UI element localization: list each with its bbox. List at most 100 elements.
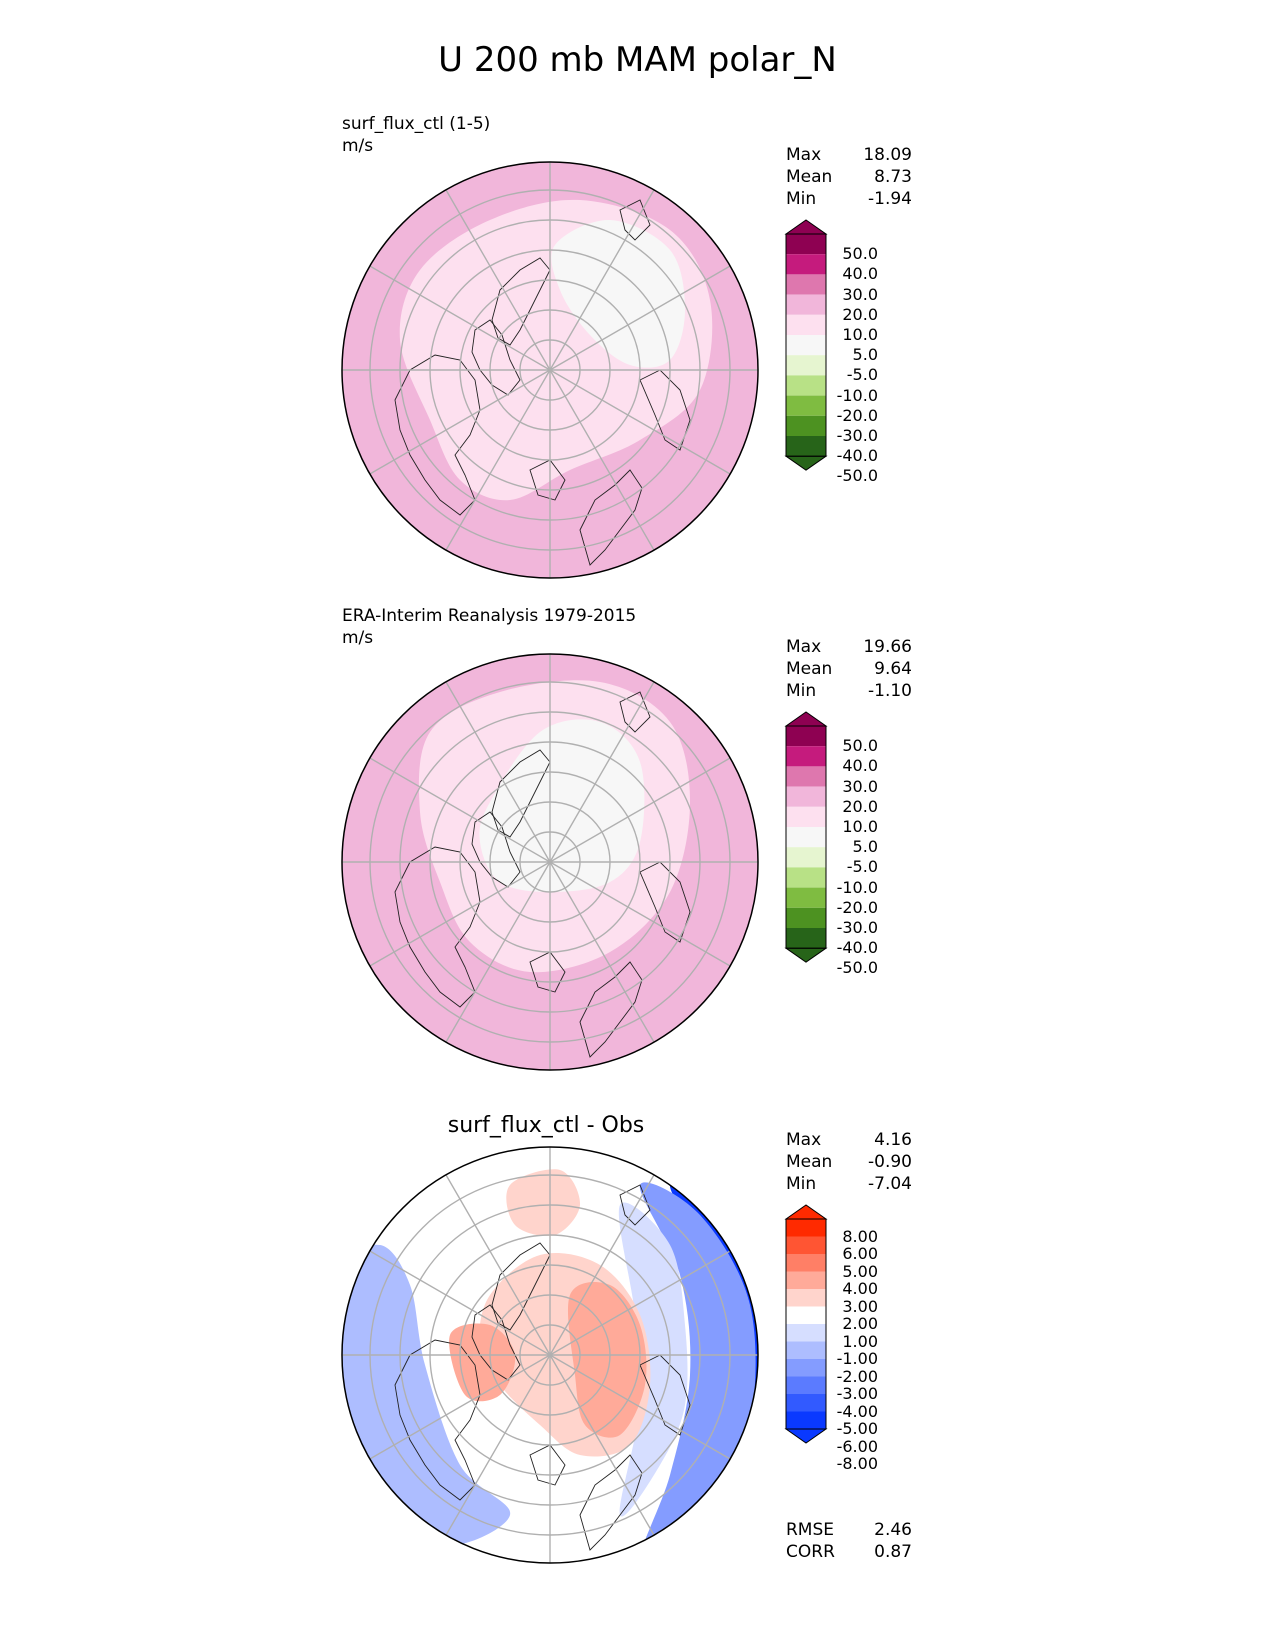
colorbar-tick-label: -40.0 bbox=[836, 938, 878, 958]
coastline bbox=[619, 1184, 651, 1226]
meridian-line bbox=[549, 1174, 655, 1356]
coastline bbox=[491, 257, 551, 346]
colorbar-segment bbox=[786, 355, 826, 376]
colorbar-tick-label: -5.0 bbox=[846, 365, 878, 385]
colorbar-frame bbox=[785, 1218, 827, 1430]
panel-3-colorbar bbox=[784, 1204, 828, 1444]
meridian-line bbox=[549, 265, 731, 371]
meridian-line bbox=[369, 757, 551, 863]
colorbar-segment bbox=[786, 254, 826, 275]
coastline bbox=[471, 811, 521, 888]
map-boundary bbox=[341, 653, 759, 1071]
figure-title: U 200 mb MAM polar_N bbox=[438, 40, 837, 80]
colorbar-segment bbox=[786, 1324, 826, 1342]
colorbar-segment bbox=[786, 335, 826, 356]
colorbar-segment bbox=[786, 436, 826, 457]
meridian-line bbox=[549, 1250, 731, 1356]
meridian-line bbox=[369, 265, 551, 371]
coastline bbox=[579, 961, 643, 1058]
map-boundary bbox=[341, 1146, 759, 1564]
meridian-line bbox=[369, 1250, 551, 1356]
stat-value-min: -1.10 bbox=[868, 681, 912, 701]
colorbar-segment bbox=[786, 907, 826, 928]
colorbar-segment bbox=[786, 314, 826, 335]
meridian-line bbox=[445, 189, 551, 371]
stat-label-min: Min bbox=[786, 681, 817, 701]
colorbar-segment bbox=[786, 786, 826, 807]
colorbar-frame bbox=[785, 725, 827, 949]
stat-value-min: -1.94 bbox=[868, 189, 912, 209]
colorbar-tick-label: 30.0 bbox=[842, 776, 878, 796]
coastline bbox=[471, 1304, 521, 1381]
colorbar-segment bbox=[786, 887, 826, 908]
meridian-line bbox=[549, 369, 655, 551]
colorbar-tick-label: -3.00 bbox=[836, 1384, 878, 1403]
panel-3-polar-map bbox=[341, 1146, 759, 1564]
stat-value-mean: -0.90 bbox=[868, 1152, 912, 1172]
colorbar-segment bbox=[786, 1289, 826, 1307]
stat-label-mean: Mean bbox=[786, 167, 833, 187]
coastline bbox=[394, 354, 481, 516]
meridian-line bbox=[445, 369, 551, 551]
coastline bbox=[491, 1242, 551, 1331]
colorbar-tick-label: 5.00 bbox=[842, 1261, 878, 1281]
colorbar-segment bbox=[786, 1254, 826, 1272]
colorbar-tick-label: -20.0 bbox=[836, 897, 878, 917]
field-contour bbox=[342, 1244, 511, 1546]
colorbar-tick-label: 10.0 bbox=[842, 325, 878, 344]
meridian-line bbox=[549, 757, 731, 863]
meridian-line bbox=[369, 861, 551, 967]
meridian-line bbox=[549, 681, 655, 863]
colorbar-tick-label: 50.0 bbox=[842, 736, 878, 756]
colorbar-tick-label: 20.0 bbox=[842, 796, 878, 816]
colorbar-tick-label: 40.0 bbox=[842, 756, 878, 776]
colorbar-tick-label: 8.00 bbox=[842, 1226, 878, 1246]
meridian-line bbox=[369, 369, 551, 475]
panel-3-title: surf_flux_ctl - Obs bbox=[447, 1113, 645, 1138]
colorbar-tick-label: -20.0 bbox=[836, 405, 878, 425]
colorbar-tick-label: 50.0 bbox=[842, 244, 878, 264]
colorbar-frame bbox=[785, 233, 827, 457]
colorbar-tick-label: -6.00 bbox=[836, 1436, 878, 1456]
colorbar-segment bbox=[786, 1394, 826, 1412]
panel-1-colorbar bbox=[784, 219, 828, 471]
coastline bbox=[619, 199, 651, 241]
map-field bbox=[342, 654, 758, 1070]
panel-2-units: m/s bbox=[342, 628, 374, 648]
colorbar-segment bbox=[786, 1236, 826, 1254]
colorbar-extend-top bbox=[784, 219, 828, 235]
stat-label-min: Min bbox=[786, 1174, 817, 1194]
colorbar-segment bbox=[786, 294, 826, 315]
stat-value-rmse: 2.46 bbox=[874, 1520, 912, 1540]
stat-value-max: 19.66 bbox=[863, 637, 912, 657]
meridian-line bbox=[549, 1354, 655, 1536]
map-boundary bbox=[341, 161, 759, 579]
coastline bbox=[471, 319, 521, 396]
panel-1-title: surf_flux_ctl (1-5) bbox=[342, 114, 491, 134]
meridian-line bbox=[549, 861, 731, 967]
meridian-line bbox=[549, 189, 655, 371]
stat-label-corr: CORR bbox=[786, 1542, 835, 1562]
coastline bbox=[491, 749, 551, 838]
colorbar-segment bbox=[786, 867, 826, 888]
stat-value-max: 4.16 bbox=[874, 1130, 912, 1150]
coastline bbox=[579, 1454, 643, 1551]
field-contour bbox=[449, 1323, 516, 1402]
field-contour bbox=[506, 1169, 581, 1237]
colorbar-tick-label: -8.00 bbox=[836, 1454, 878, 1473]
colorbar-segment bbox=[786, 928, 826, 949]
colorbar-tick-label: -30.0 bbox=[836, 918, 878, 937]
stat-label-max: Max bbox=[786, 637, 822, 657]
coastline bbox=[394, 846, 481, 1008]
meridian-line bbox=[445, 861, 551, 1043]
colorbar-tick-label: 40.0 bbox=[842, 264, 878, 284]
colorbar-segment bbox=[786, 1306, 826, 1324]
colorbar-tick-label: -50.0 bbox=[836, 466, 878, 486]
panel-2-polar-map bbox=[341, 653, 759, 1071]
colorbar-segment bbox=[786, 847, 826, 868]
meridian-line bbox=[445, 1174, 551, 1356]
colorbar-tick-label: -10.0 bbox=[836, 877, 878, 897]
colorbar-segment bbox=[786, 766, 826, 787]
stat-value-mean: 9.64 bbox=[874, 659, 912, 679]
colorbar-segment bbox=[786, 806, 826, 827]
